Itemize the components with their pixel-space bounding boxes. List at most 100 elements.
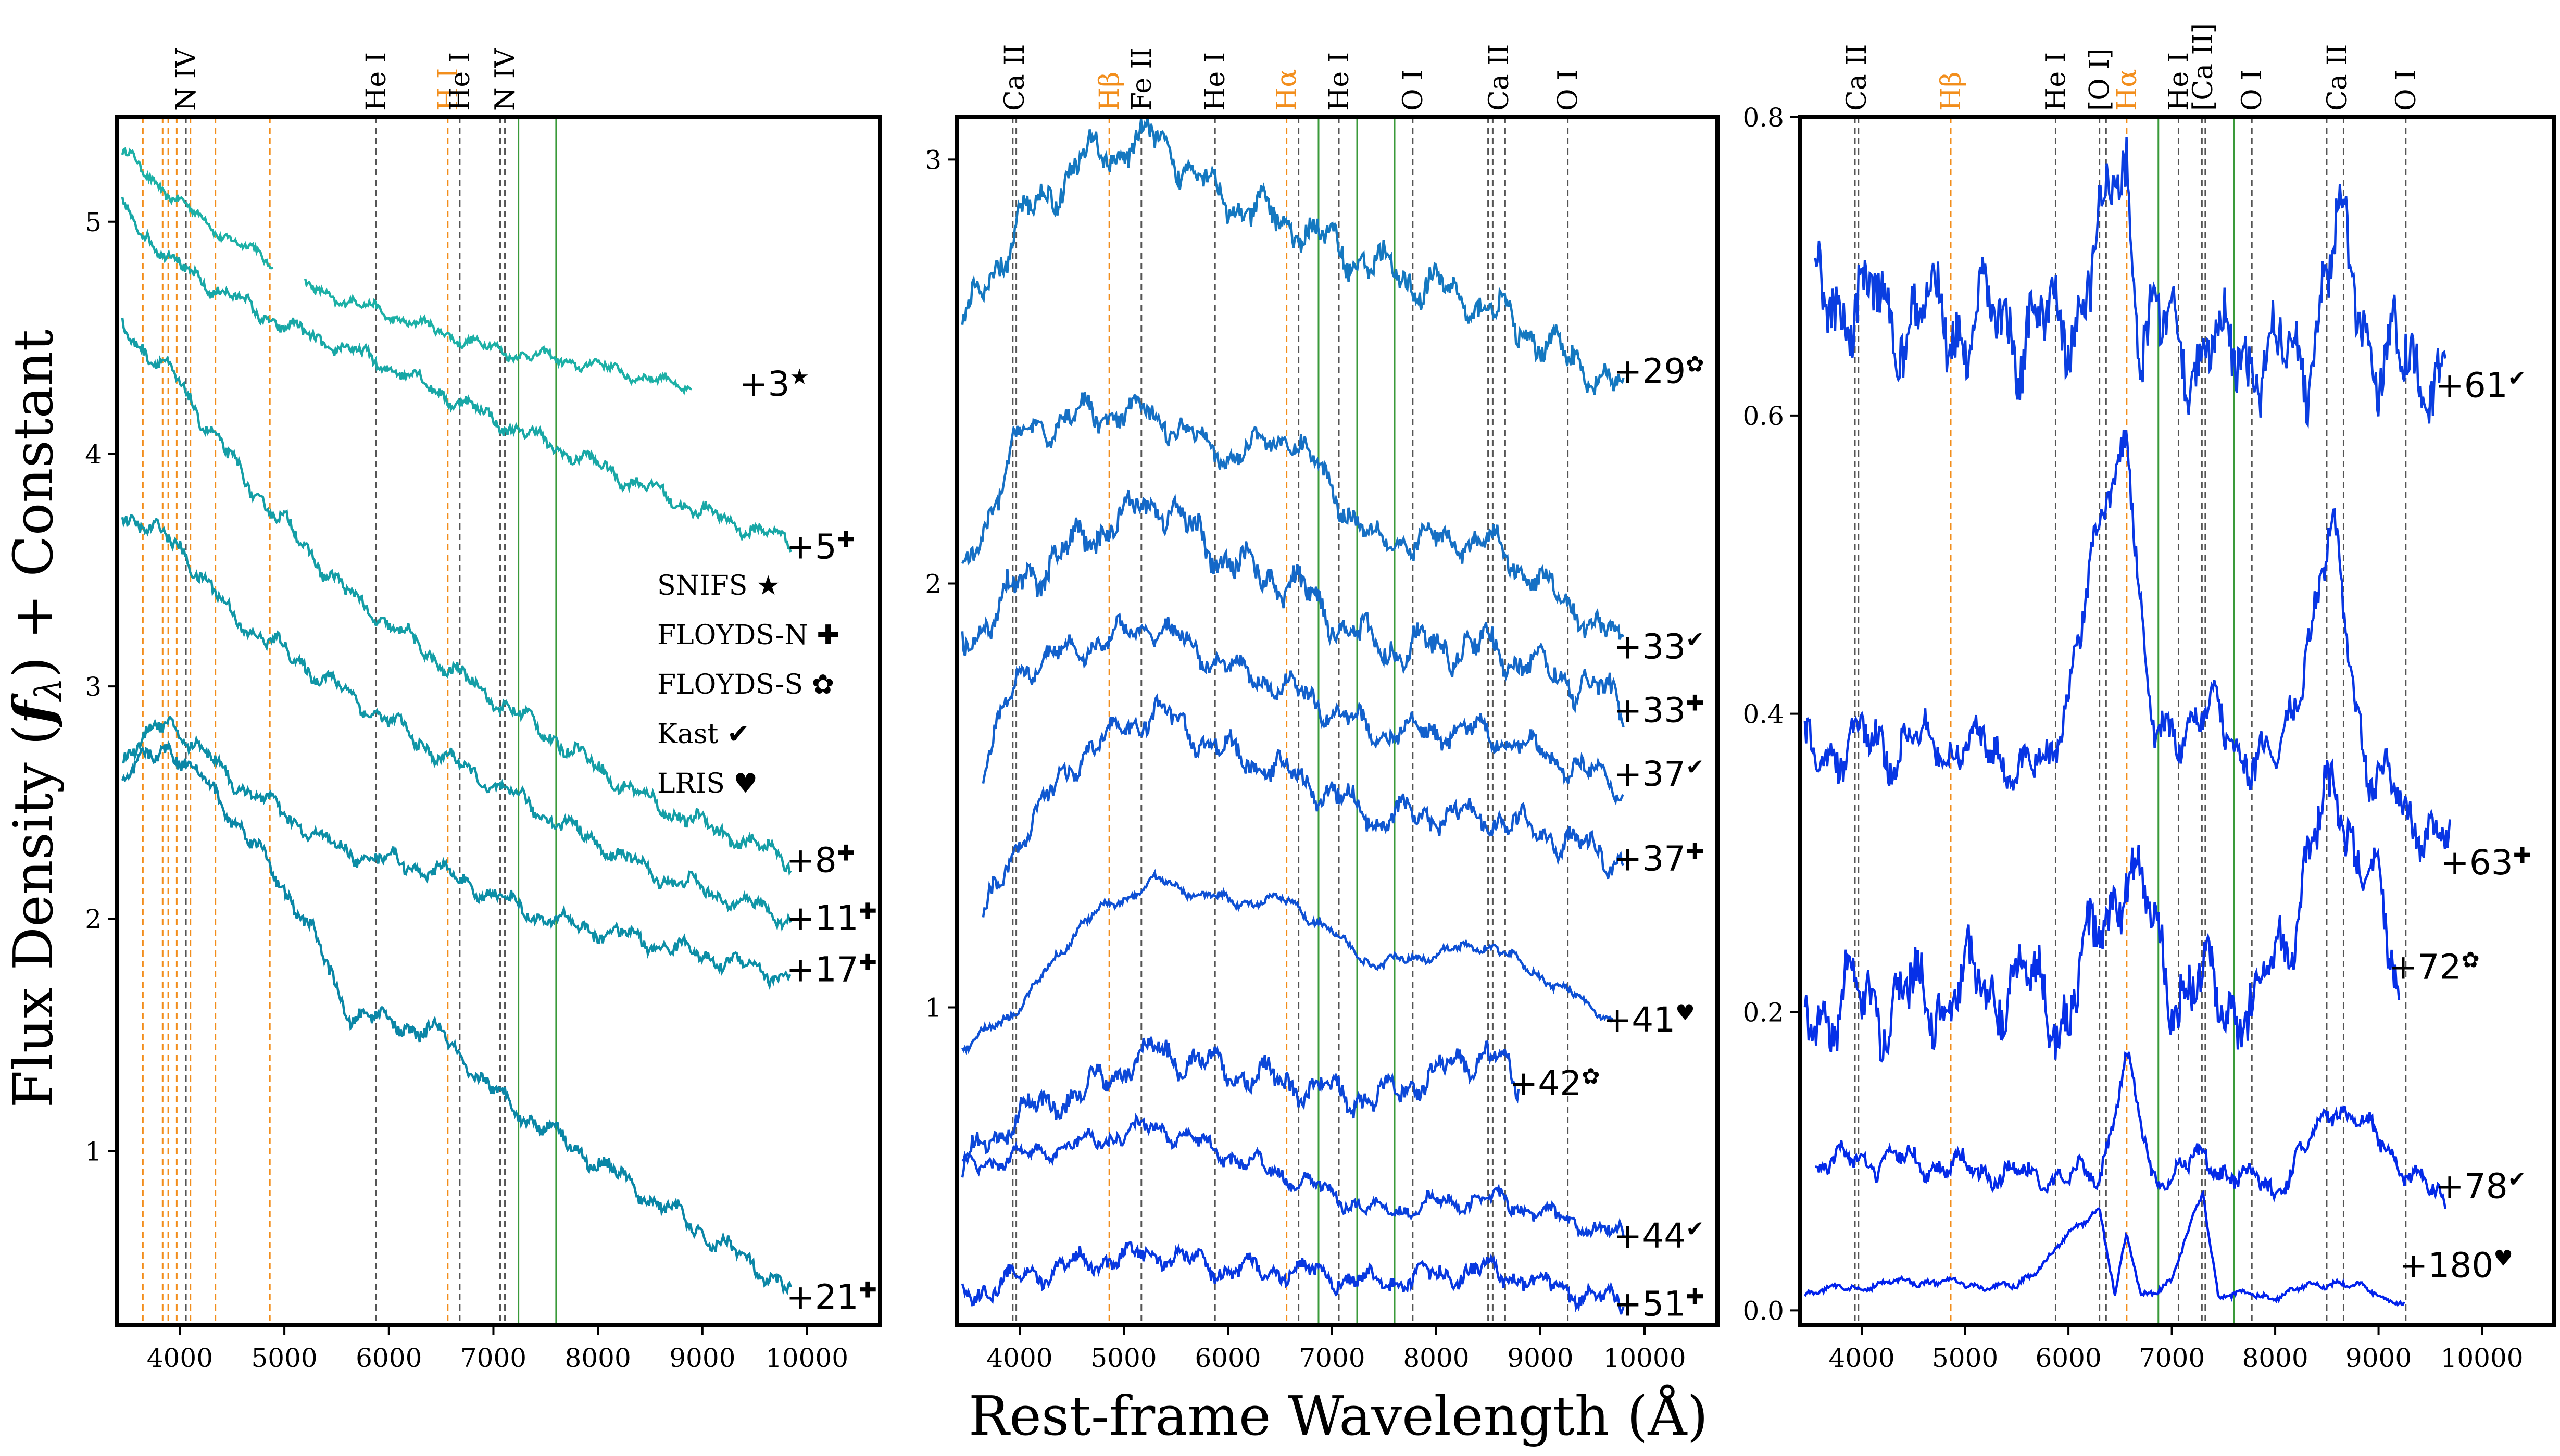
epoch-label: +72✿	[2389, 947, 2480, 987]
epoch-label: +8✚	[786, 840, 855, 881]
instrument-symbol: ✚	[1686, 839, 1704, 864]
line-id-label: Hα	[1272, 69, 1303, 111]
epoch-label: +63✚	[2440, 843, 2531, 883]
y-tick-label: 0.0	[1742, 1296, 1784, 1326]
spectrum-line	[1814, 137, 2447, 429]
epoch-label: +33✚	[1613, 691, 1704, 731]
spectrum-line	[961, 489, 1625, 727]
spectrum-line	[961, 869, 1614, 1055]
epoch-label: +44✔	[1613, 1216, 1704, 1256]
y-tick-label: 4	[85, 440, 102, 470]
spectrum-line	[961, 392, 1625, 640]
line-id-label: He I	[2164, 52, 2195, 111]
x-tick-label: 8000	[565, 1343, 631, 1373]
spectrum-line	[961, 1241, 1625, 1315]
x-tick-label: 5000	[251, 1343, 317, 1373]
instrument-symbol: ✔	[1686, 627, 1704, 652]
line-id-label: He I	[2041, 52, 2072, 111]
instrument-symbol: ✿	[2461, 947, 2479, 973]
panel-left: +3★ +5✚ +8✚ +11✚ +17✚ +21✚ 4000 5000 6000 7000 800…	[85, 47, 882, 1373]
y-tick-label: 5	[85, 207, 102, 237]
epoch-label: +61✔	[2436, 366, 2527, 406]
epoch-label: +29✿	[1613, 351, 1704, 391]
epoch-label: +37✔	[1613, 754, 1704, 794]
spectrum-line	[121, 740, 792, 1296]
x-tick-label: 7000	[2139, 1343, 2205, 1373]
x-tick-label: 5000	[1932, 1343, 1998, 1373]
epoch-label: +21✚	[786, 1277, 877, 1317]
spectrum-line	[121, 715, 792, 991]
spectrum-line	[961, 1036, 1520, 1178]
line-id-label: He I	[1200, 52, 1231, 111]
spectrum-line	[961, 1113, 1625, 1239]
line-id-label: N IV	[490, 47, 521, 111]
epoch-label: +41♥	[1603, 1000, 1695, 1040]
x-tick-label: 6000	[1195, 1343, 1261, 1373]
spectrum-line	[121, 147, 274, 270]
y-tick-label: 0.2	[1742, 998, 1784, 1028]
instrument-symbol: ✚	[859, 898, 877, 924]
instrument-symbol: ✔	[1686, 1216, 1704, 1241]
x-tick-label: 4000	[147, 1343, 213, 1373]
y-tick-label: 2	[85, 904, 102, 934]
legend-item-snifs: SNIFS ★	[657, 570, 781, 601]
instrument-legend: SNIFS ★ FLOYDS-N ✚ FLOYDS-S ✿ Kast ✔ LRI…	[657, 570, 839, 799]
y-tick-label: 1	[925, 993, 942, 1023]
x-tick-label: 4000	[1828, 1343, 1894, 1373]
x-tick-label: 7000	[1299, 1343, 1365, 1373]
panel-right: +61✔ +63✚ +72✿ +78✔ +180♥ 4000 5000 6000 7000 800…	[1742, 23, 2556, 1373]
x-tick-label: 10000	[766, 1343, 848, 1373]
epoch-label: +78✔	[2436, 1166, 2527, 1207]
instrument-symbol: ✚	[1686, 1284, 1704, 1309]
line-id-label: O I	[2237, 69, 2268, 111]
line-id-label: Hβ	[1094, 72, 1125, 111]
instrument-symbol: ✚	[859, 949, 877, 975]
instrument-symbol: ✚	[859, 1277, 877, 1302]
x-tick-label: 6000	[356, 1343, 422, 1373]
instrument-symbol: ✔	[2508, 366, 2526, 391]
x-tick-label: 10000	[1603, 1343, 1686, 1373]
panels-layer: +3★ +5✚ +8✚ +11✚ +17✚ +21✚ 4000 5000 6000 7000 800…	[85, 23, 2556, 1373]
line-id-label: O I	[1398, 69, 1429, 111]
spectrum-line	[1814, 1051, 2447, 1209]
instrument-symbol: ✚	[837, 840, 855, 866]
line-id-label: Ca II	[1841, 44, 1873, 111]
instrument-symbol: ♥	[1675, 1000, 1695, 1025]
x-tick-label: 10000	[2441, 1343, 2524, 1373]
y-axis-label: Flux Density (fλ) + Constant	[1, 330, 70, 1108]
spectrum-line	[1803, 430, 2451, 863]
spectrum-line	[982, 612, 1624, 806]
panel-middle: +29✿ +33✔ +33✚ +37✔ +37✚ +41♥+42✿ +44✔ +51✚ 4000…	[925, 44, 1720, 1373]
line-id-label: O I	[1553, 69, 1584, 111]
y-tick-label: 3	[925, 145, 942, 175]
line-id-label: Fe II	[1126, 47, 1158, 111]
line-id-label: He I	[445, 52, 476, 111]
line-id-label: Ca II	[1484, 44, 1515, 111]
legend-item-floyds-s: FLOYDS-S ✿	[657, 669, 834, 700]
y-tick-label: 1	[85, 1136, 102, 1166]
line-id-label: O I	[2391, 69, 2422, 111]
y-tick-label: 2	[925, 569, 942, 599]
instrument-symbol: ✚	[837, 526, 855, 552]
instrument-symbol: ✔	[1686, 754, 1704, 780]
y-tick-label: 3	[85, 672, 102, 702]
y-tick-label: 0.8	[1742, 103, 1784, 133]
line-id-label: He I	[361, 52, 392, 111]
line-id-label: Hβ	[1936, 72, 1967, 111]
legend-item-lris: LRIS ♥	[657, 768, 758, 799]
epoch-label: +51✚	[1613, 1284, 1704, 1324]
line-id-label: Hα	[2112, 69, 2143, 111]
y-tick-label: 0.6	[1742, 401, 1784, 431]
epoch-label: +11✚	[786, 898, 877, 938]
x-tick-label: 4000	[986, 1343, 1052, 1373]
x-tick-label: 8000	[2242, 1343, 2308, 1373]
epoch-label: +42✿	[1509, 1063, 1600, 1103]
line-id-label: Ca II	[2322, 44, 2353, 111]
spectrum-line	[1803, 758, 2401, 1063]
spectrum-line	[121, 196, 792, 553]
panel-frame	[1798, 115, 2556, 1327]
line-id-label: He I	[1324, 52, 1355, 111]
legend-item-kast: Kast ✔	[657, 719, 750, 750]
spectrum-line	[982, 693, 1624, 918]
